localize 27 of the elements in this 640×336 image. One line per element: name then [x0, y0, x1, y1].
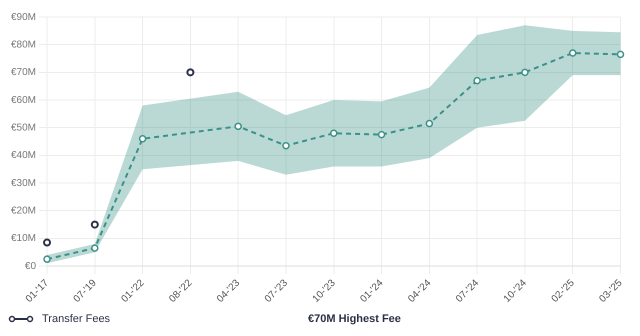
y-tick-label: €40M: [11, 150, 36, 162]
point: [234, 122, 242, 130]
point: [43, 238, 52, 247]
point: [616, 50, 624, 58]
y-tick-label: €90M: [11, 12, 36, 23]
y-tick-label: €70M: [11, 67, 36, 78]
point: [568, 49, 576, 57]
y-tick-label: €30M: [11, 178, 36, 189]
point: [90, 220, 99, 229]
y-tick-label: €50M: [11, 122, 36, 134]
point: [138, 135, 146, 143]
legend-label: Transfer Fees: [42, 313, 110, 325]
y-tick-label: €0: [24, 260, 36, 272]
y-tick-label: €80M: [11, 39, 36, 50]
y-tick-label: €20M: [11, 205, 36, 216]
point: [91, 244, 99, 252]
point: [473, 76, 481, 84]
point: [521, 68, 529, 76]
point: [282, 142, 290, 150]
point: [330, 129, 338, 137]
y-tick-label: €10M: [11, 233, 36, 244]
text: €70M Highest Fee: [308, 313, 401, 325]
point: [186, 68, 194, 76]
point: [426, 120, 434, 128]
point: [43, 255, 51, 263]
point: [378, 130, 386, 138]
y-tick-label: €60M: [11, 94, 36, 106]
